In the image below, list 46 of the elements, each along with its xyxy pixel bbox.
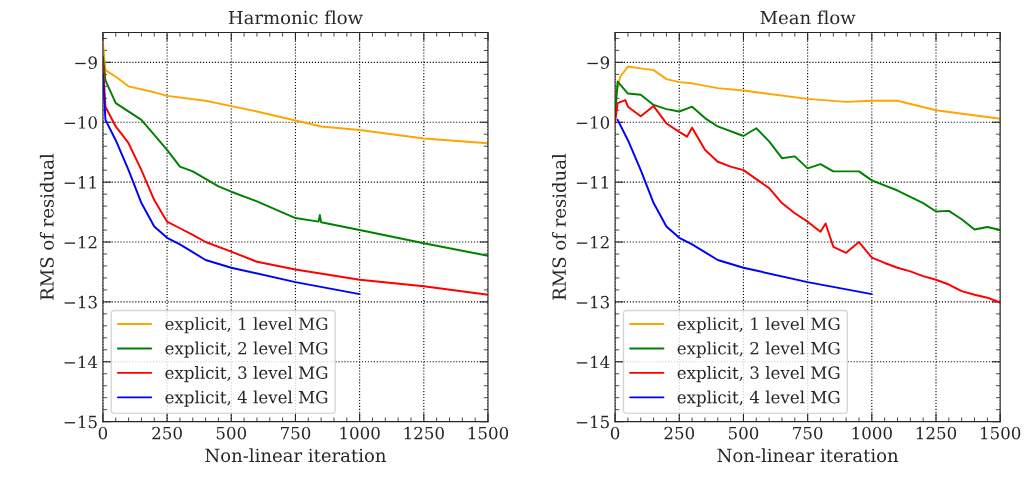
y-tick-label: −13 <box>64 295 97 309</box>
x-tick-label: 1500 <box>981 426 1021 440</box>
y-tick-label: −12 <box>64 235 97 249</box>
line-series <box>615 99 1001 304</box>
y-tick-label: −10 <box>576 116 610 129</box>
x-tick-label: 1000 <box>340 426 380 440</box>
x-tick-label: 1250 <box>916 426 957 440</box>
x-axis-title: Non-linear iteration <box>717 448 899 463</box>
legend-label: explicit, 4 level MG <box>677 390 840 407</box>
line-series <box>616 118 873 296</box>
y-tick-label: −11 <box>64 176 96 189</box>
y-tick-label: −15 <box>576 415 609 429</box>
y-tick-label: −14 <box>576 355 610 369</box>
y-tick-label: −12 <box>576 235 609 249</box>
y-tick-label: −9 <box>587 56 610 69</box>
x-tick-label: 750 <box>793 426 823 440</box>
y-axis-title: RMS of residual <box>39 153 54 300</box>
y-tick-label: −9 <box>75 56 97 69</box>
legend-label: explicit, 1 level MG <box>165 317 328 334</box>
line-series <box>615 65 1001 120</box>
legend-label: explicit, 4 level MG <box>165 390 328 407</box>
x-tick-label: 0 <box>610 426 620 440</box>
line-series <box>615 80 1001 232</box>
x-tick-label: 750 <box>280 426 311 440</box>
legend-label: explicit, 2 level MG <box>165 341 328 358</box>
legend-label: explicit, 1 level MG <box>677 317 840 334</box>
y-tick-label: −13 <box>576 295 609 309</box>
x-tick-label: 500 <box>216 426 247 440</box>
legend-label: explicit, 3 level MG <box>165 366 328 383</box>
legend-label: explicit, 2 level MG <box>677 341 840 358</box>
x-tick-label: 250 <box>664 426 695 440</box>
x-tick-label: 500 <box>728 426 759 440</box>
y-tick-label: −15 <box>64 415 97 429</box>
y-tick-label: −14 <box>64 355 98 369</box>
x-tick-label: 1250 <box>404 426 444 440</box>
y-tick-label: −10 <box>64 116 97 129</box>
x-tick-label: 0 <box>98 426 108 440</box>
x-axis-title: Non-linear iteration <box>205 448 386 463</box>
x-tick-label: 1000 <box>852 426 892 440</box>
y-axis-title: RMS of residual <box>552 153 566 300</box>
chart-title: Mean flow <box>760 10 856 25</box>
chart-title: Harmonic flow <box>228 10 363 25</box>
x-tick-label: 250 <box>152 426 182 440</box>
legend-label: explicit, 3 level MG <box>677 366 840 383</box>
x-tick-label: 1500 <box>468 426 509 440</box>
y-tick-label: −11 <box>576 176 608 189</box>
